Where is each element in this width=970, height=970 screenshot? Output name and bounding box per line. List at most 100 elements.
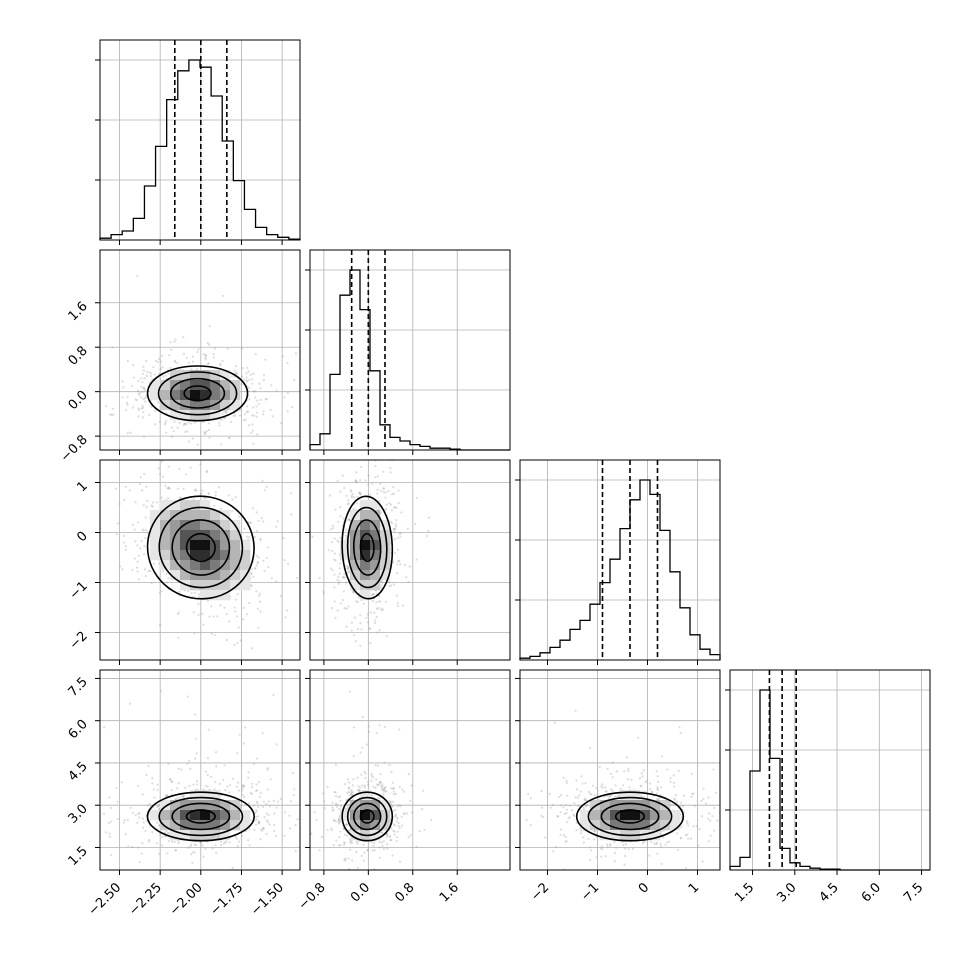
contour-2 xyxy=(600,802,660,831)
scatter-point xyxy=(381,581,384,584)
scatter-point xyxy=(137,379,140,383)
scatter-point xyxy=(395,839,398,842)
scatter-point xyxy=(609,844,612,847)
scatter-point xyxy=(345,494,348,497)
scatter-point xyxy=(584,805,587,808)
scatter-point xyxy=(364,772,367,775)
scatter-point xyxy=(393,506,396,509)
scatter-point xyxy=(108,832,111,835)
scatter-point xyxy=(384,901,386,903)
scatter-point xyxy=(344,859,347,862)
scatter-point xyxy=(579,829,583,833)
scatter-point xyxy=(248,844,251,847)
scatter-point xyxy=(226,785,229,788)
scatter-point xyxy=(389,803,393,806)
scatter-point xyxy=(255,789,258,793)
density-cell xyxy=(380,550,391,561)
scatter-point xyxy=(383,761,386,764)
scatter-point xyxy=(338,807,341,810)
scatter-point xyxy=(337,819,341,822)
scatter-point xyxy=(176,361,179,364)
density-cell xyxy=(360,580,371,591)
scatter-point xyxy=(589,792,592,795)
scatter-point xyxy=(615,770,618,773)
scatter-point xyxy=(140,852,143,855)
scatter-point xyxy=(371,593,375,596)
scatter-point xyxy=(367,474,370,477)
scatter-point xyxy=(593,794,596,797)
scatter-point xyxy=(660,830,663,833)
scatter-point xyxy=(255,818,258,821)
scatter-point xyxy=(263,489,267,492)
scatter-point xyxy=(601,848,604,851)
scatter-point xyxy=(376,783,379,786)
scatter-point xyxy=(282,537,285,540)
scatter-point xyxy=(259,791,262,794)
scatter-point xyxy=(142,712,144,714)
contour-3 xyxy=(185,809,216,824)
scatter-point xyxy=(265,556,268,560)
scatter-point xyxy=(398,532,401,535)
scatter-point xyxy=(259,538,262,541)
density-cell xyxy=(240,540,251,551)
scatter-point xyxy=(394,792,398,795)
scatter-point xyxy=(185,356,188,359)
scatter-point xyxy=(119,565,122,568)
scatter-point xyxy=(227,494,230,497)
scatter-point xyxy=(286,410,289,413)
scatter-point xyxy=(656,852,659,855)
scatter-point xyxy=(158,623,162,627)
scatter-point xyxy=(669,780,672,784)
scatter-point xyxy=(359,491,362,494)
scatter-point xyxy=(347,790,350,793)
scatter-point xyxy=(367,783,370,787)
scatter-point xyxy=(247,386,251,389)
scatter-point xyxy=(377,883,379,885)
scatter-point xyxy=(382,792,385,795)
scatter-point xyxy=(145,359,148,363)
scatter-point xyxy=(342,827,345,830)
scatter-point xyxy=(236,752,239,755)
scatter-point xyxy=(392,583,396,586)
scatter-point xyxy=(356,502,359,505)
scatter-point xyxy=(682,794,685,797)
scatter-point xyxy=(563,812,566,815)
density-cell xyxy=(170,560,181,571)
scatter-point xyxy=(259,828,262,831)
scatter-point xyxy=(343,607,346,610)
scatter-point xyxy=(353,616,357,619)
scatter-point xyxy=(707,796,710,799)
density-cell xyxy=(240,820,251,831)
density-cell xyxy=(590,810,601,821)
scatter-point xyxy=(275,743,278,746)
scatter-point xyxy=(708,812,711,815)
scatter-point xyxy=(334,802,337,805)
scatter-point xyxy=(110,853,113,857)
scatter-point xyxy=(565,812,568,815)
scatter-point xyxy=(157,805,160,808)
histogram-step-3 xyxy=(729,689,930,871)
scatter-point xyxy=(218,782,221,786)
scatter-point xyxy=(380,584,383,587)
scatter-point xyxy=(363,851,366,854)
y-tick-label-1-0: −0.8 xyxy=(58,432,91,465)
scatter-point xyxy=(356,788,360,792)
density-cell xyxy=(220,370,231,381)
scatter-point xyxy=(149,570,152,573)
density-cell xyxy=(650,810,661,821)
scatter-point xyxy=(149,374,152,378)
scatter-point xyxy=(262,374,266,377)
y-tick-label-2-2: 0 xyxy=(74,529,90,545)
scatter-point xyxy=(642,769,645,772)
scatter-point xyxy=(366,613,369,616)
scatter-point xyxy=(141,528,144,531)
scatter-point xyxy=(609,843,612,846)
scatter-point xyxy=(648,854,651,857)
scatter-point xyxy=(240,383,243,386)
scatter-point xyxy=(596,792,599,796)
x-tick-label-0-1: −2.25 xyxy=(126,880,165,919)
scatter-point xyxy=(559,804,563,807)
scatter-point xyxy=(206,756,210,760)
scatter-point xyxy=(275,525,278,528)
scatter-point xyxy=(173,359,177,363)
